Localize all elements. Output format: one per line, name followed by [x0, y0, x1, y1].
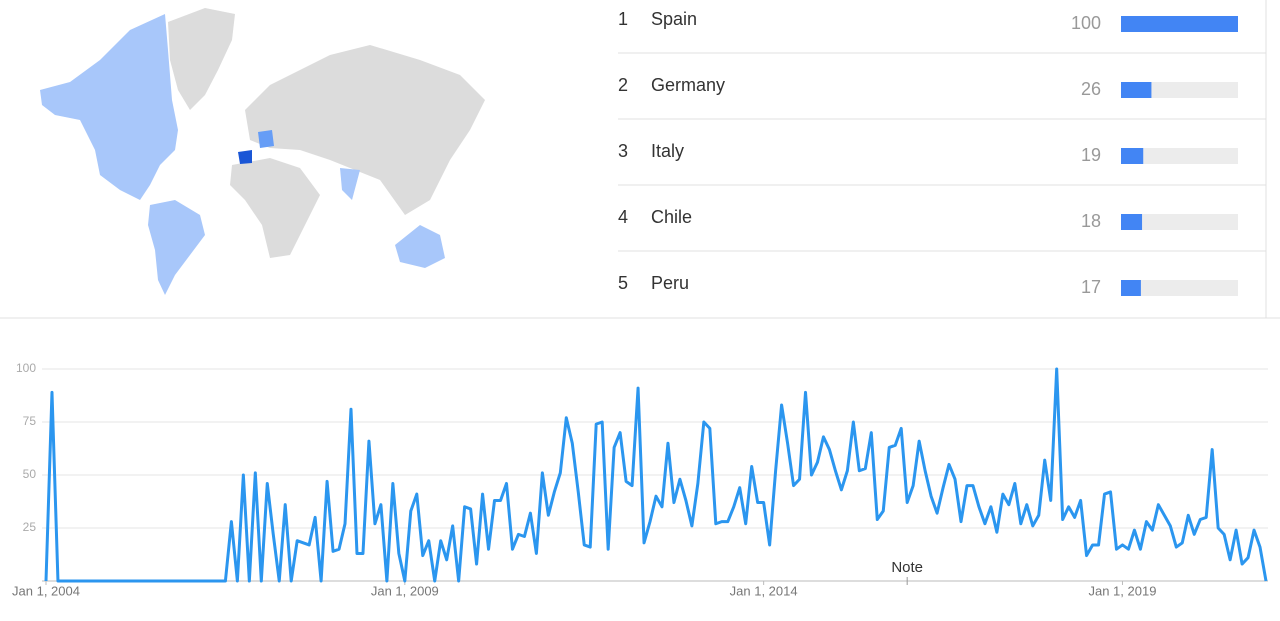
- rank: 4: [618, 207, 628, 227]
- region-value: 100: [1071, 13, 1101, 33]
- rank: 3: [618, 141, 628, 161]
- region-value: 19: [1081, 145, 1101, 165]
- annotation: Note: [891, 559, 923, 576]
- rank: 5: [618, 273, 628, 293]
- germany: [258, 130, 274, 148]
- y-tick-label: 25: [23, 520, 37, 534]
- bar-track: [1121, 280, 1238, 296]
- bar-track: [1121, 214, 1238, 230]
- x-tick-label: Jan 1, 2004: [12, 583, 80, 598]
- region-list: 1 Spain 100 2 Germany 26 3 Italy 19 4 Chile 18 5 Peru…: [618, 9, 1266, 297]
- north-america: [40, 14, 178, 200]
- region-row[interactable]: 3 Italy 19: [618, 141, 1266, 186]
- africa: [230, 158, 320, 258]
- region-row[interactable]: 4 Chile 18: [618, 207, 1266, 252]
- greenland: [168, 8, 235, 110]
- region-row[interactable]: 1 Spain 100: [618, 9, 1266, 54]
- south-america: [148, 200, 205, 295]
- interest-chart: 25 50 75 100 Jan 1, 2004 Jan 1, 2009 Jan 1, 20…: [12, 361, 1268, 598]
- india: [340, 168, 360, 200]
- region-name: Peru: [651, 273, 689, 293]
- region-value: 18: [1081, 211, 1101, 231]
- x-tick-label: Jan 1, 2019: [1088, 583, 1156, 598]
- trend-line: [44, 367, 1268, 583]
- rank: 1: [618, 9, 628, 29]
- region-row[interactable]: 2 Germany 26: [618, 75, 1266, 120]
- world-map: [40, 8, 485, 295]
- y-tick-label: 50: [23, 467, 37, 481]
- region-name: Italy: [651, 141, 684, 161]
- bar-track: [1121, 148, 1238, 164]
- y-tick-label: 75: [23, 414, 37, 428]
- bar: [1121, 280, 1141, 296]
- bar: [1121, 16, 1238, 32]
- eurasia: [245, 45, 485, 215]
- region-name: Chile: [651, 207, 692, 227]
- bar: [1121, 148, 1144, 164]
- x-tick-label: Jan 1, 2014: [730, 583, 798, 598]
- australia: [395, 225, 445, 268]
- rank: 2: [618, 75, 628, 95]
- region-name: Germany: [651, 75, 725, 95]
- bar: [1121, 82, 1152, 98]
- region-name: Spain: [651, 9, 697, 29]
- x-tick-label: Jan 1, 2009: [371, 583, 439, 598]
- region-value: 17: [1081, 277, 1101, 297]
- region-row[interactable]: 5 Peru 17: [618, 273, 1238, 297]
- bar: [1121, 214, 1143, 230]
- spain: [238, 150, 252, 164]
- y-tick-label: 100: [16, 361, 36, 375]
- region-value: 26: [1081, 79, 1101, 99]
